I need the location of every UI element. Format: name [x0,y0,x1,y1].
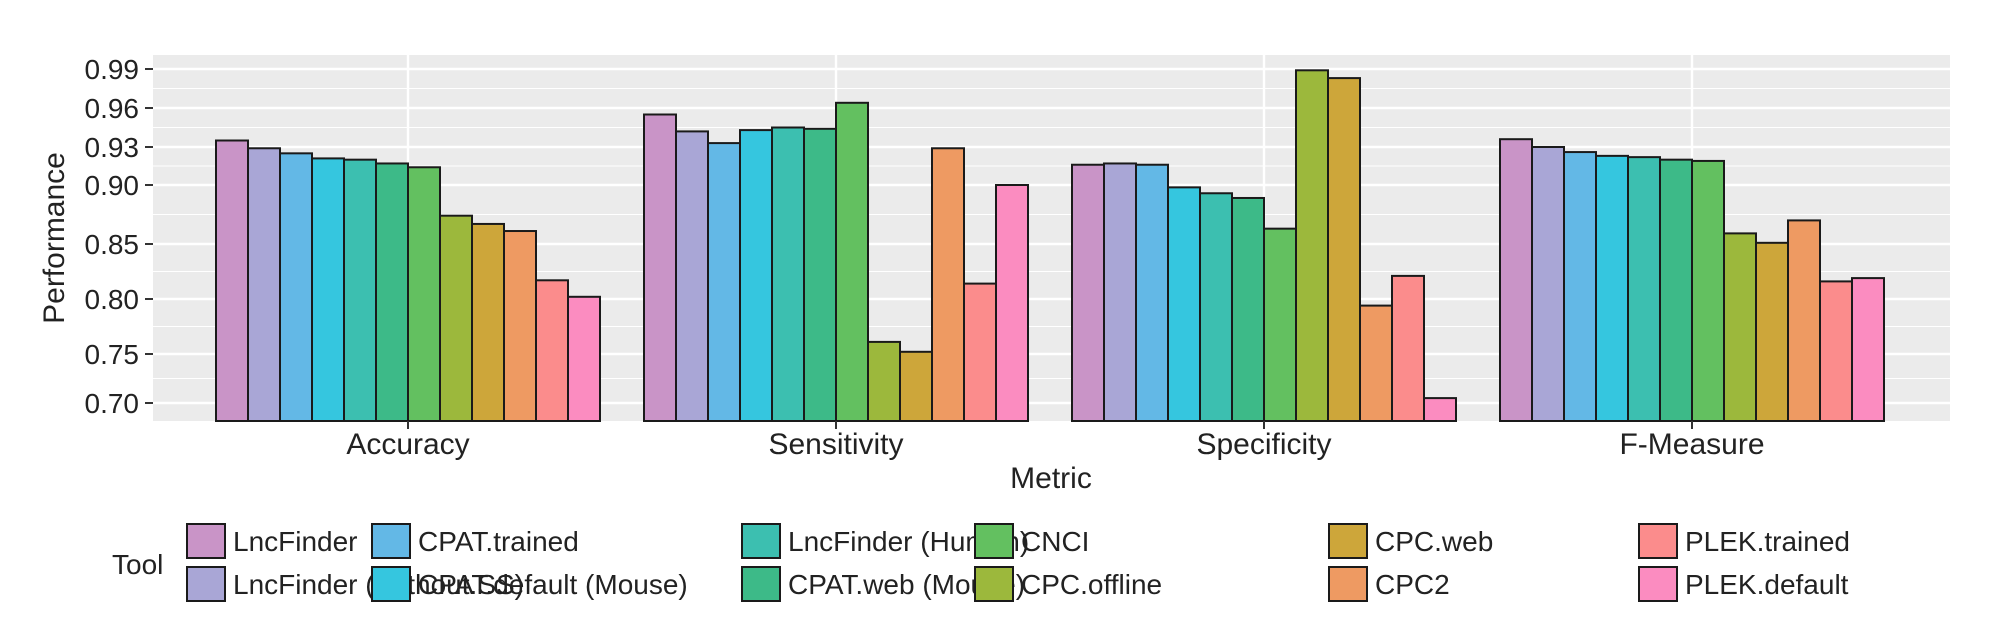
y-axis-ticks: 0.70 0.75 0.80 0.85 0.90 0.93 0.96 0.99 [85,54,153,419]
y-tick-label: 0.99 [85,54,140,85]
bar [867,340,901,422]
bar [1199,192,1233,422]
bar [535,279,569,422]
x-axis-title: Metric [1010,462,1092,495]
y-tick-label: 0.75 [85,339,140,370]
legend-swatch [1328,566,1368,602]
bar [1071,163,1105,422]
bar [1327,77,1361,422]
x-axis-ticks: Accuracy Sensitivity Specificity F-Measure [346,421,1765,461]
legend-label: CPAT.default (Mouse) [418,569,688,600]
legend-label: LncFinder [233,526,358,557]
y-tick-label: 0.85 [85,229,140,260]
y-tick-label: 0.96 [85,93,140,124]
legend-swatch [974,523,1014,559]
legend-label: CPC2 [1375,569,1450,600]
legend-label: CPC.web [1375,526,1493,557]
bar [1723,232,1757,422]
legend-label: CPAT.trained [418,526,579,557]
bar [1659,158,1693,423]
bar [739,129,773,422]
bar [643,113,677,422]
bar [343,158,377,423]
bar [439,214,473,422]
bar [1295,69,1329,423]
bar [1167,186,1201,422]
bar [279,152,313,422]
bar [835,101,869,423]
bar [899,350,933,422]
bar [1231,196,1265,422]
legend-label: CPC.offline [1021,569,1162,600]
legend-label: PLEK.trained [1685,526,1850,557]
x-category-label: Sensitivity [768,428,903,461]
bar [503,230,537,422]
legend-label: PLEK.default [1685,569,1849,600]
bar [675,130,709,422]
x-category-label: F-Measure [1619,428,1764,461]
x-category-label: Specificity [1196,428,1331,461]
legend-swatch [1638,566,1678,602]
bar [995,184,1029,422]
bar [1359,304,1393,423]
bar [1627,156,1661,422]
y-tick-label: 0.93 [85,132,140,163]
legend-swatch [371,523,411,559]
y-tick-label: 0.70 [85,388,140,419]
bar [247,147,281,422]
bar [1135,163,1169,422]
bar [407,166,441,422]
bar [1103,162,1137,422]
bar [931,147,965,422]
y-tick-label: 0.80 [85,284,140,315]
bar [963,282,997,422]
legend-label: CNCI [1021,526,1089,557]
bar [1819,280,1853,422]
legend-swatch [186,523,226,559]
legend-swatch [974,566,1014,602]
bar [1423,397,1457,423]
y-axis-title: Performance [38,152,71,324]
bar [1851,277,1885,422]
bar [1755,241,1789,422]
legend-title: Tool [112,549,163,580]
bar [1563,151,1597,422]
bar [771,126,805,422]
legend-swatch [371,566,411,602]
bar [311,157,345,422]
bar [1531,146,1565,422]
x-category-label: Accuracy [346,428,469,461]
bar [1787,219,1821,422]
legend-swatch [186,566,226,602]
bar [375,162,409,422]
bars [215,69,1885,423]
bar [1263,227,1297,422]
bar [1691,159,1725,423]
legend-swatch [1328,523,1368,559]
bar [471,222,505,422]
legend-swatch [741,566,781,602]
y-tick-label: 0.90 [85,170,140,201]
legend-swatch [1638,523,1678,559]
bar [1499,138,1533,422]
bar [1595,154,1629,422]
bar [567,295,601,422]
bar [1391,274,1425,422]
bar [803,127,837,423]
legend-swatch [741,523,781,559]
bar [707,142,741,422]
bar [215,139,249,422]
